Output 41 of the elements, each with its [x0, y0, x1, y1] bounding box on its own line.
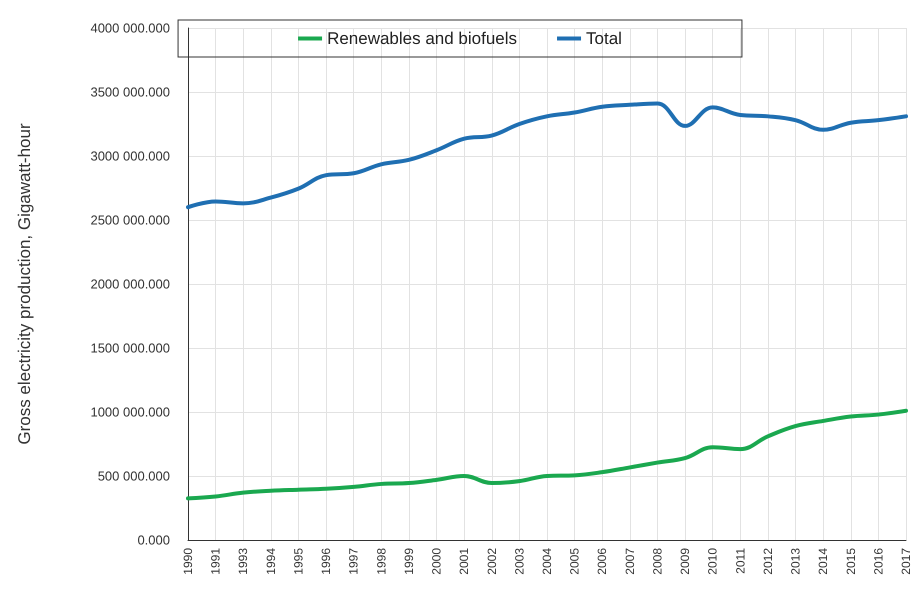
x-tick-label: 2016 — [871, 548, 886, 575]
x-tick-label: 1997 — [346, 548, 361, 575]
x-tick-label: 1995 — [291, 548, 306, 575]
x-tick-label: 1998 — [374, 548, 388, 575]
y-tick-label: 2000 000.000 — [90, 276, 170, 292]
x-tick-label: 2006 — [595, 548, 610, 575]
x-tick-label: 1990 — [181, 548, 195, 575]
x-tick-label: 1991 — [208, 548, 223, 575]
y-tick-label: 3500 000.000 — [90, 84, 170, 100]
x-tick-label: 2015 — [844, 548, 858, 575]
x-tick-label: 1996 — [319, 548, 334, 575]
y-tick-label: 1500 000.000 — [90, 340, 170, 356]
x-tick-label: 2007 — [622, 548, 637, 575]
x-tick-label: 2017 — [899, 548, 913, 575]
x-tick-label: 1999 — [402, 548, 416, 575]
x-tick-label: 2009 — [678, 548, 692, 575]
y-tick-label: 1000 000.000 — [90, 404, 170, 420]
x-tick-label: 2003 — [512, 548, 526, 575]
x-tick-label: 2000 — [430, 548, 444, 575]
line-series — [186, 102, 908, 210]
x-tick-label: 2013 — [788, 548, 803, 575]
y-tick-label: 4000 000.000 — [90, 20, 170, 36]
x-tick-label: 2014 — [816, 548, 830, 575]
y-tick-label: 0.000 — [137, 532, 170, 548]
x-tick-label: 2012 — [760, 548, 775, 575]
x-tick-label: 2004 — [540, 548, 554, 575]
line-series — [186, 408, 908, 500]
x-tick-label: 2002 — [484, 548, 499, 575]
x-tick-label: 2011 — [733, 548, 748, 574]
x-tick-label: 2001 — [457, 548, 472, 575]
y-tick-label: 500 000.000 — [98, 468, 170, 484]
y-tick-label: 2500 000.000 — [90, 212, 170, 228]
x-tick-label: 1993 — [236, 548, 250, 575]
x-tick-label: 2005 — [568, 548, 582, 575]
x-tick-label: 1994 — [264, 548, 278, 575]
x-tick-label: 2008 — [650, 548, 664, 575]
x-tick-label: 2010 — [706, 548, 720, 575]
legend-label: Total — [586, 29, 622, 48]
legend-label: Renewables and biofuels — [327, 29, 518, 48]
y-tick-label: 3000 000.000 — [90, 148, 170, 164]
y-axis-title: Gross electricity production, Gigawatt-hour — [15, 123, 34, 445]
